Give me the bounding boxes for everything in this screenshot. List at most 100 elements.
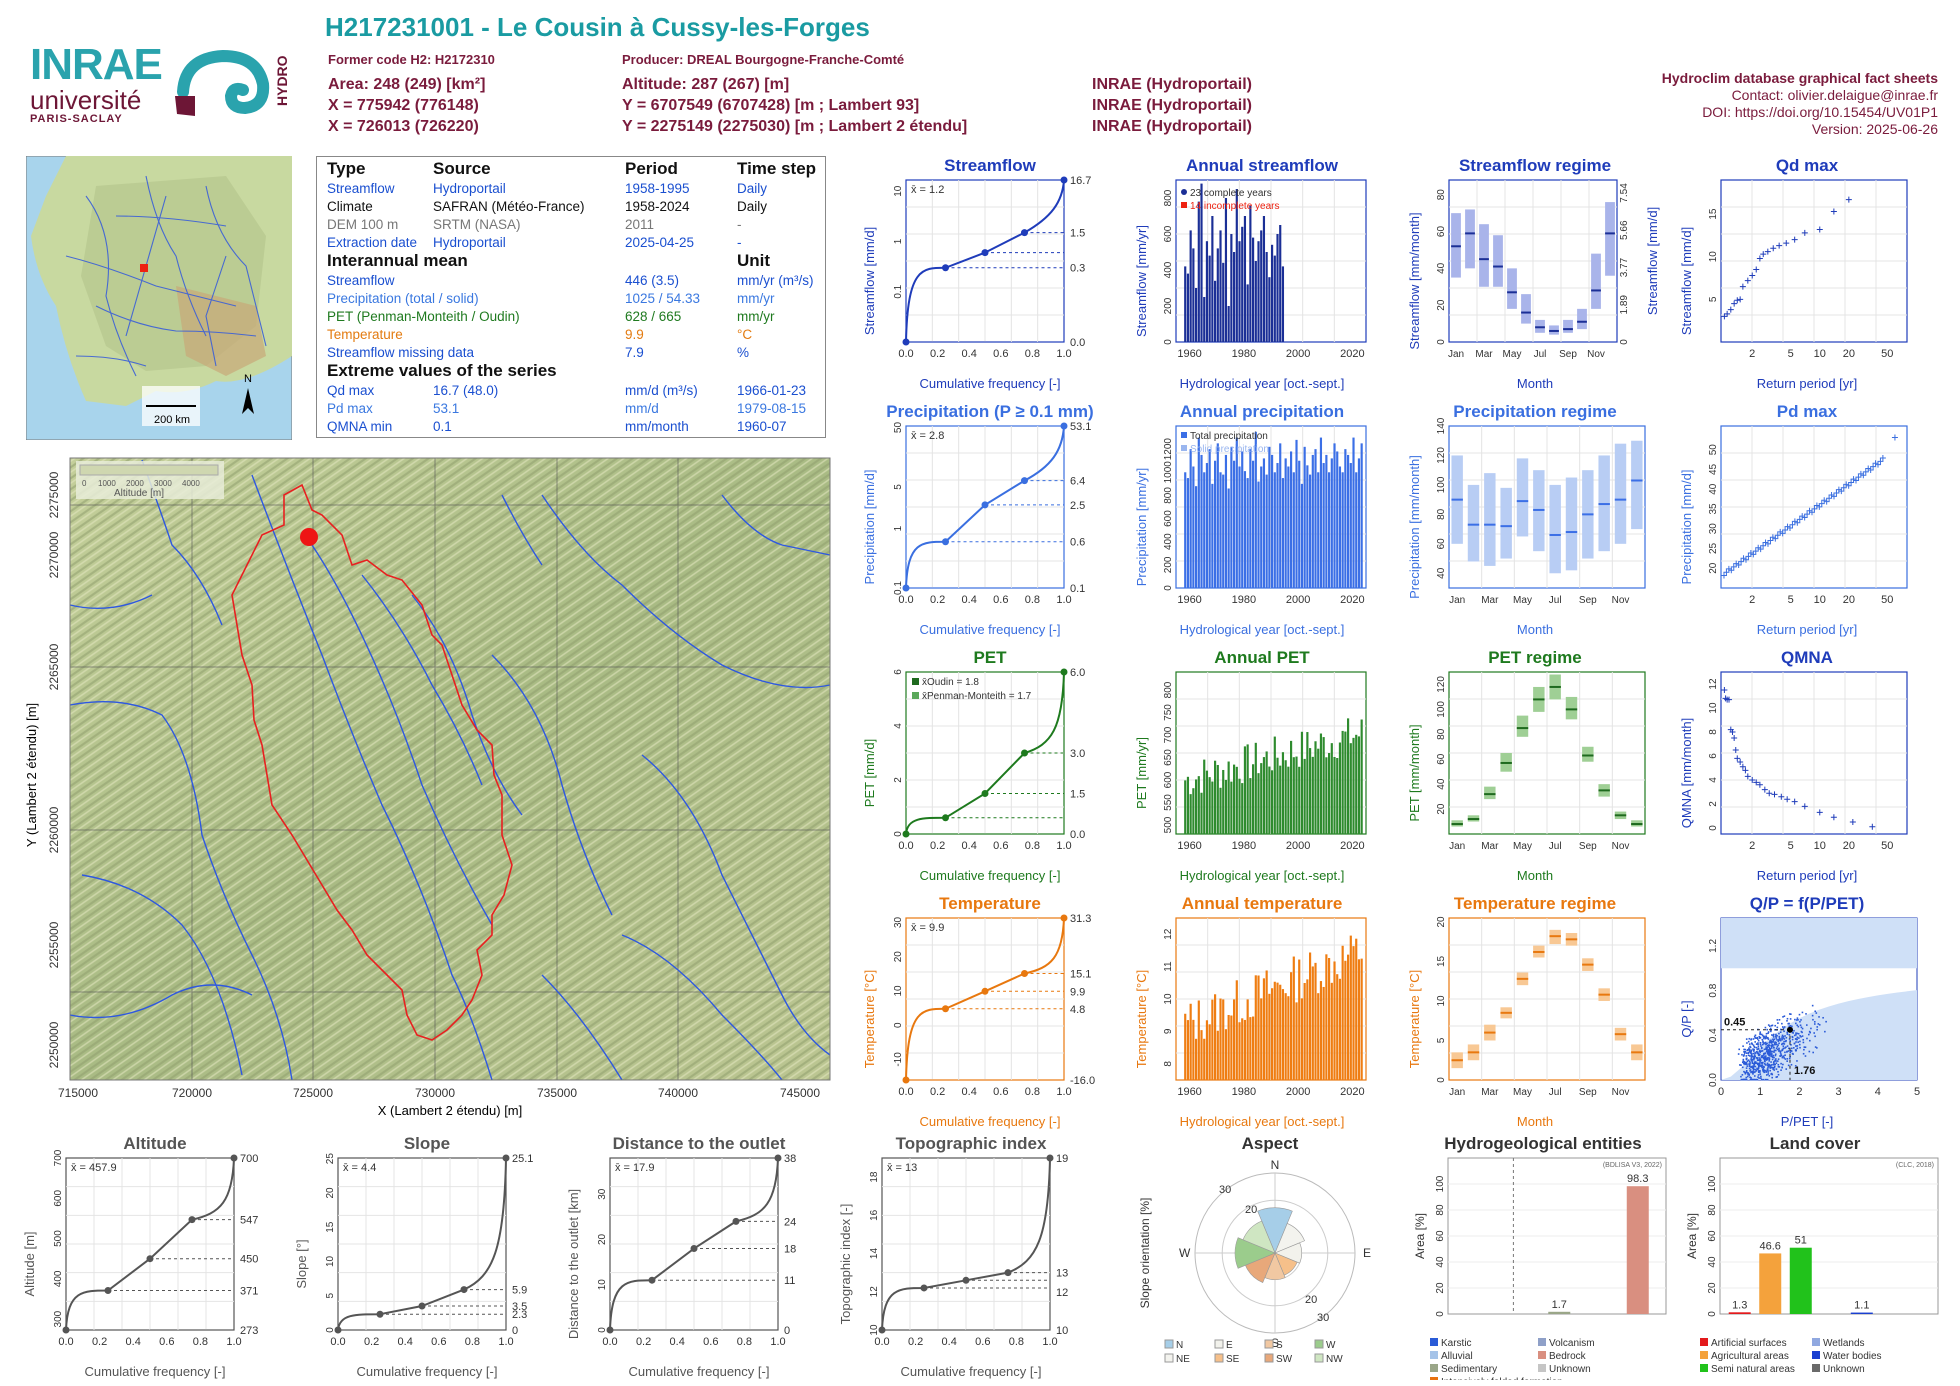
pet-left-tick: 2 xyxy=(893,777,904,783)
annual_temperature-xtick: 1960 xyxy=(1177,1086,1201,1098)
qp_ppet-mark-x: 1.76 xyxy=(1794,1065,1815,1077)
qp_ppet-point xyxy=(1781,1049,1784,1052)
annual_temperature-bar xyxy=(1306,979,1309,1080)
qp_ppet-point xyxy=(1749,1046,1752,1049)
qp_ppet-point xyxy=(1759,1061,1761,1063)
annual_streamflow-bar xyxy=(1246,284,1249,342)
aspect-radial-tick: 30 xyxy=(1219,1184,1231,1196)
qd_max-point xyxy=(1801,229,1808,236)
svg-text:2265000: 2265000 xyxy=(47,643,61,690)
topo_index-right-tick: 19 xyxy=(1056,1153,1068,1165)
annual_streamflow-bar xyxy=(1257,241,1260,342)
topo_index-right-tick: 12 xyxy=(1056,1287,1068,1299)
temperature_regime-xtick: Mar xyxy=(1481,1087,1499,1098)
annual_streamflow-bar xyxy=(1233,252,1236,342)
qp_ppet-point xyxy=(1749,1045,1751,1048)
hydrogeology-title: Hydrogeological entities xyxy=(1444,1134,1641,1153)
qp_ppet-point xyxy=(1782,1045,1785,1047)
qp_ppet-point xyxy=(1767,1066,1769,1069)
precipitation_regime-xtick: May xyxy=(1513,595,1532,606)
land_cover-ytick: 0 xyxy=(1707,1311,1718,1317)
annual_pet-bar xyxy=(1219,787,1222,834)
pd_max-point xyxy=(1794,519,1801,526)
qp_ppet-point xyxy=(1786,1020,1788,1022)
annual_streamflow-bar xyxy=(1219,230,1222,342)
streamflow_regime-box xyxy=(1563,319,1573,333)
annual_pet-bar xyxy=(1205,770,1209,834)
streamflow-mean-label: x̄ = 1.2 xyxy=(911,184,944,196)
qp_ppet-point xyxy=(1770,1073,1772,1075)
qp_ppet-point xyxy=(1799,1040,1801,1043)
qp_ppet-point xyxy=(1802,1038,1805,1041)
annual_pet-ytick: 750 xyxy=(1163,704,1174,721)
annual_temperature-bar xyxy=(1357,959,1361,1080)
qp_ppet-point xyxy=(1769,1049,1772,1052)
streamflow_regime-box xyxy=(1479,224,1489,287)
annual_temperature-bar xyxy=(1235,980,1238,1080)
north-label: N xyxy=(244,373,252,385)
qp_ppet-point xyxy=(1777,1044,1779,1046)
annual_precipitation-xtick: 1980 xyxy=(1232,594,1256,606)
pd_max-point xyxy=(1786,525,1793,532)
precipitation_regime-xtick: Mar xyxy=(1481,595,1499,606)
annual_precipitation-bar xyxy=(1276,463,1279,588)
pet_regime-xtick: May xyxy=(1513,841,1532,852)
qp_ppet-budyko-zone xyxy=(1721,990,1917,1080)
pd_max-point xyxy=(1816,503,1823,510)
pd_max-point xyxy=(1796,516,1803,523)
qp_ppet-point xyxy=(1781,1022,1783,1025)
svg-text:2250000: 2250000 xyxy=(47,1021,61,1068)
area: Area: 248 (249) [km²] xyxy=(328,76,486,93)
qp_ppet-point xyxy=(1774,1024,1777,1027)
precipitation_regime-xtick: Jan xyxy=(1449,595,1465,606)
land_cover-ytick: 100 xyxy=(1707,1175,1718,1192)
qp_ppet-point xyxy=(1760,1056,1763,1059)
pd_max-point xyxy=(1852,477,1859,484)
distance-right-tick: 11 xyxy=(784,1275,795,1287)
contact[interactable]: Contact: olivier.delaigue@inrae.fr xyxy=(1731,87,1938,103)
annual_pet-xtick: 1980 xyxy=(1232,840,1256,852)
streamflow-xtick: 0.8 xyxy=(1025,348,1040,360)
qp_ppet-point xyxy=(1753,1061,1756,1064)
temperature-mean-label: x̄ = 9.9 xyxy=(911,922,944,934)
pd_max-ylabel: Precipitation [mm/d] xyxy=(1679,470,1694,585)
qp_ppet-point xyxy=(1816,1026,1819,1028)
pet-left-tick: 0 xyxy=(893,831,904,837)
qp_ppet-point xyxy=(1773,1056,1775,1059)
qp_ppet-point xyxy=(1744,1061,1746,1064)
doi-link[interactable]: DOI: https://doi.org/10.15454/UV01P1 xyxy=(1702,104,1938,120)
annual_temperature-bar xyxy=(1349,935,1352,1080)
annual_pet-bar xyxy=(1319,733,1323,834)
annual_precipitation-bar xyxy=(1300,483,1304,588)
aspect-label-w: W xyxy=(1179,1246,1191,1260)
annual_pet-bar xyxy=(1328,753,1331,834)
slope-xtick: 0.2 xyxy=(364,1336,379,1348)
annual_temperature-ytick: 9 xyxy=(1163,1028,1174,1034)
qp_ppet-point xyxy=(1742,1062,1745,1065)
qp_ppet-point xyxy=(1751,1078,1753,1081)
qp_ppet-point xyxy=(1771,1034,1773,1036)
streamflow-right-tick: 1.5 xyxy=(1070,228,1085,240)
qp_ppet-point xyxy=(1747,1072,1750,1074)
qmna-point xyxy=(1734,755,1741,762)
qp_ppet-point xyxy=(1771,1024,1774,1027)
qp_ppet-point xyxy=(1766,1053,1769,1055)
qp_ppet-point xyxy=(1782,1047,1785,1050)
qmna-point xyxy=(1849,819,1856,825)
qp_ppet-point xyxy=(1773,1069,1776,1071)
streamflow-right-tick: 16.7 xyxy=(1070,175,1091,187)
qmna-point xyxy=(1791,798,1798,805)
pd_max-point xyxy=(1823,498,1830,505)
annual_pet-bar xyxy=(1233,764,1236,834)
qp_ppet-point xyxy=(1785,1068,1788,1070)
annual_pet-bar xyxy=(1262,757,1266,834)
pd_max-point xyxy=(1862,468,1869,475)
qp_ppet-point xyxy=(1763,1071,1765,1074)
annual_streamflow-bar xyxy=(1195,288,1198,342)
qp_ppet-point xyxy=(1781,1026,1784,1028)
fact-sheet-heading: Hydroclim database graphical fact sheets xyxy=(1661,70,1938,86)
qd_max-point xyxy=(1737,296,1744,303)
annual_precipitation-bar xyxy=(1273,472,1276,588)
qmna-point xyxy=(1830,814,1837,821)
qmna-point xyxy=(1739,763,1746,770)
